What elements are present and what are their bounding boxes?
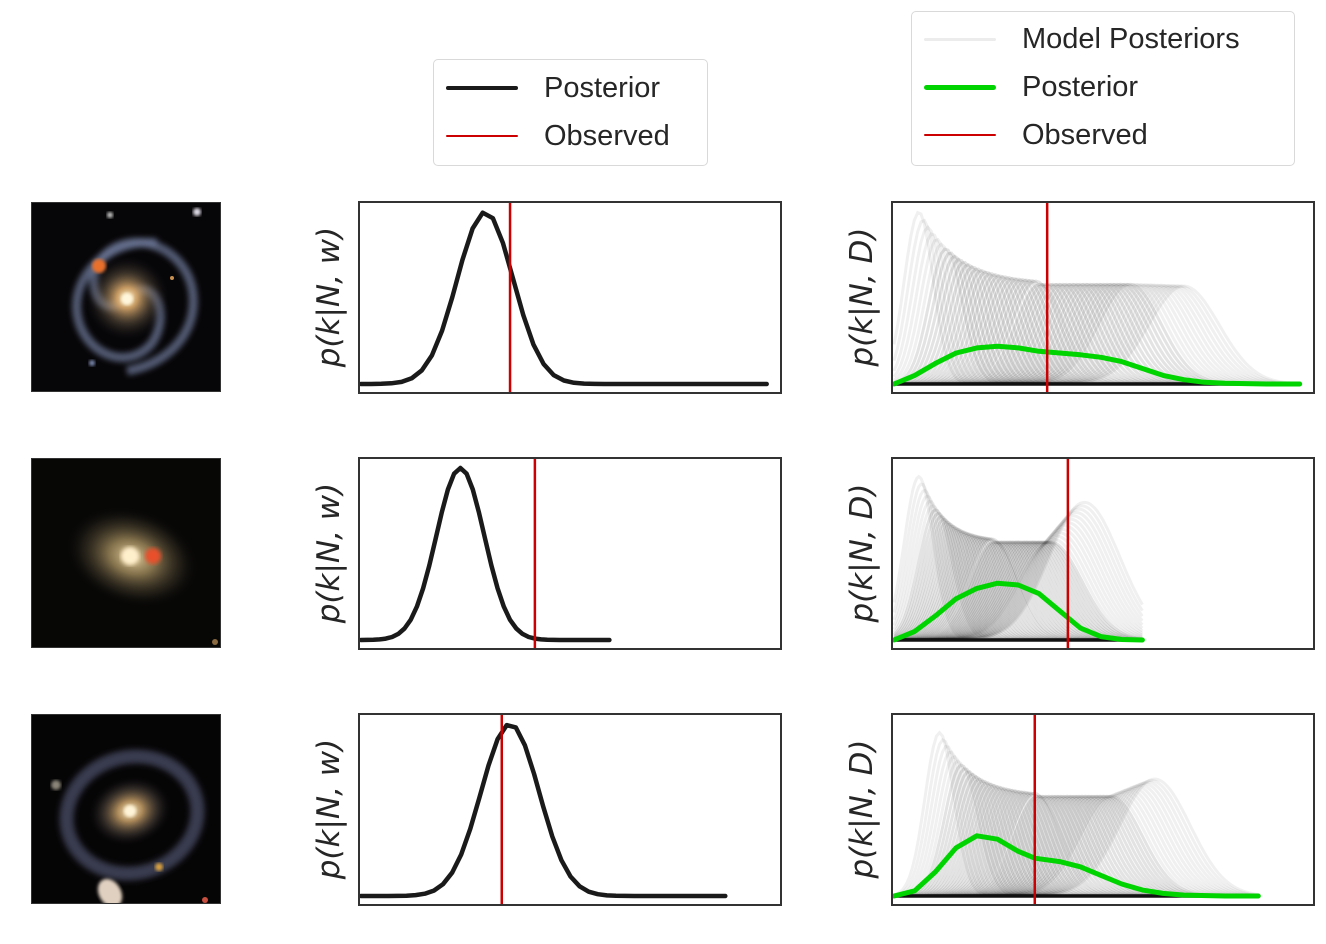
legend-label: Posterior xyxy=(544,72,661,104)
legend-single-posterior: Posterior Observed xyxy=(433,59,708,166)
plot-area xyxy=(892,458,1145,649)
galaxy-image-2 xyxy=(31,458,221,648)
plot-area xyxy=(359,202,769,393)
panel-row2-ensemble xyxy=(891,457,1315,650)
posterior-line xyxy=(892,580,1145,643)
axes-frame xyxy=(891,457,1315,650)
axes-frame xyxy=(358,713,782,906)
plot-area xyxy=(359,458,612,649)
galaxy-image-3 xyxy=(31,714,221,904)
galaxy-image-1 xyxy=(31,202,221,392)
panel-row3-single xyxy=(358,713,782,906)
panel-row2-single xyxy=(358,457,782,650)
legend-swatch-model-posteriors xyxy=(924,38,996,41)
legend-label: Observed xyxy=(544,120,670,152)
legend-item-observed: Observed xyxy=(434,116,707,156)
posterior-line xyxy=(892,833,1261,899)
legend-label: Model Posteriors xyxy=(1022,23,1240,55)
legend-label: Observed xyxy=(1022,119,1148,151)
panel-row3-ensemble xyxy=(891,713,1315,906)
axes-frame xyxy=(358,457,782,650)
model-posteriors xyxy=(892,474,1144,642)
plot-area xyxy=(892,202,1303,393)
posterior-line xyxy=(359,465,612,643)
plot-area xyxy=(892,714,1261,905)
legend-item-observed: Observed xyxy=(912,115,1294,155)
legend-swatch-posterior xyxy=(446,86,518,90)
posterior-line xyxy=(892,343,1303,387)
legend-swatch-observed xyxy=(924,134,996,136)
legend-item-posterior: Posterior xyxy=(434,68,707,108)
legend-item-posterior: Posterior xyxy=(912,67,1294,107)
posterior-line xyxy=(359,722,728,899)
axes-frame xyxy=(358,201,782,394)
axes-frame xyxy=(891,713,1315,906)
panel-row1-single xyxy=(358,201,782,394)
model-posteriors xyxy=(893,730,1259,898)
panel-row1-ensemble xyxy=(891,201,1315,394)
legend-swatch-observed xyxy=(446,135,518,137)
posterior-line xyxy=(359,210,769,387)
plot-area xyxy=(359,714,728,905)
legend-swatch-posterior xyxy=(924,85,996,90)
legend-ensemble: Model Posteriors Posterior Observed xyxy=(911,11,1295,166)
legend-label: Posterior xyxy=(1022,71,1139,103)
axes-frame xyxy=(891,201,1315,394)
legend-item-model-posteriors: Model Posteriors xyxy=(912,19,1294,59)
